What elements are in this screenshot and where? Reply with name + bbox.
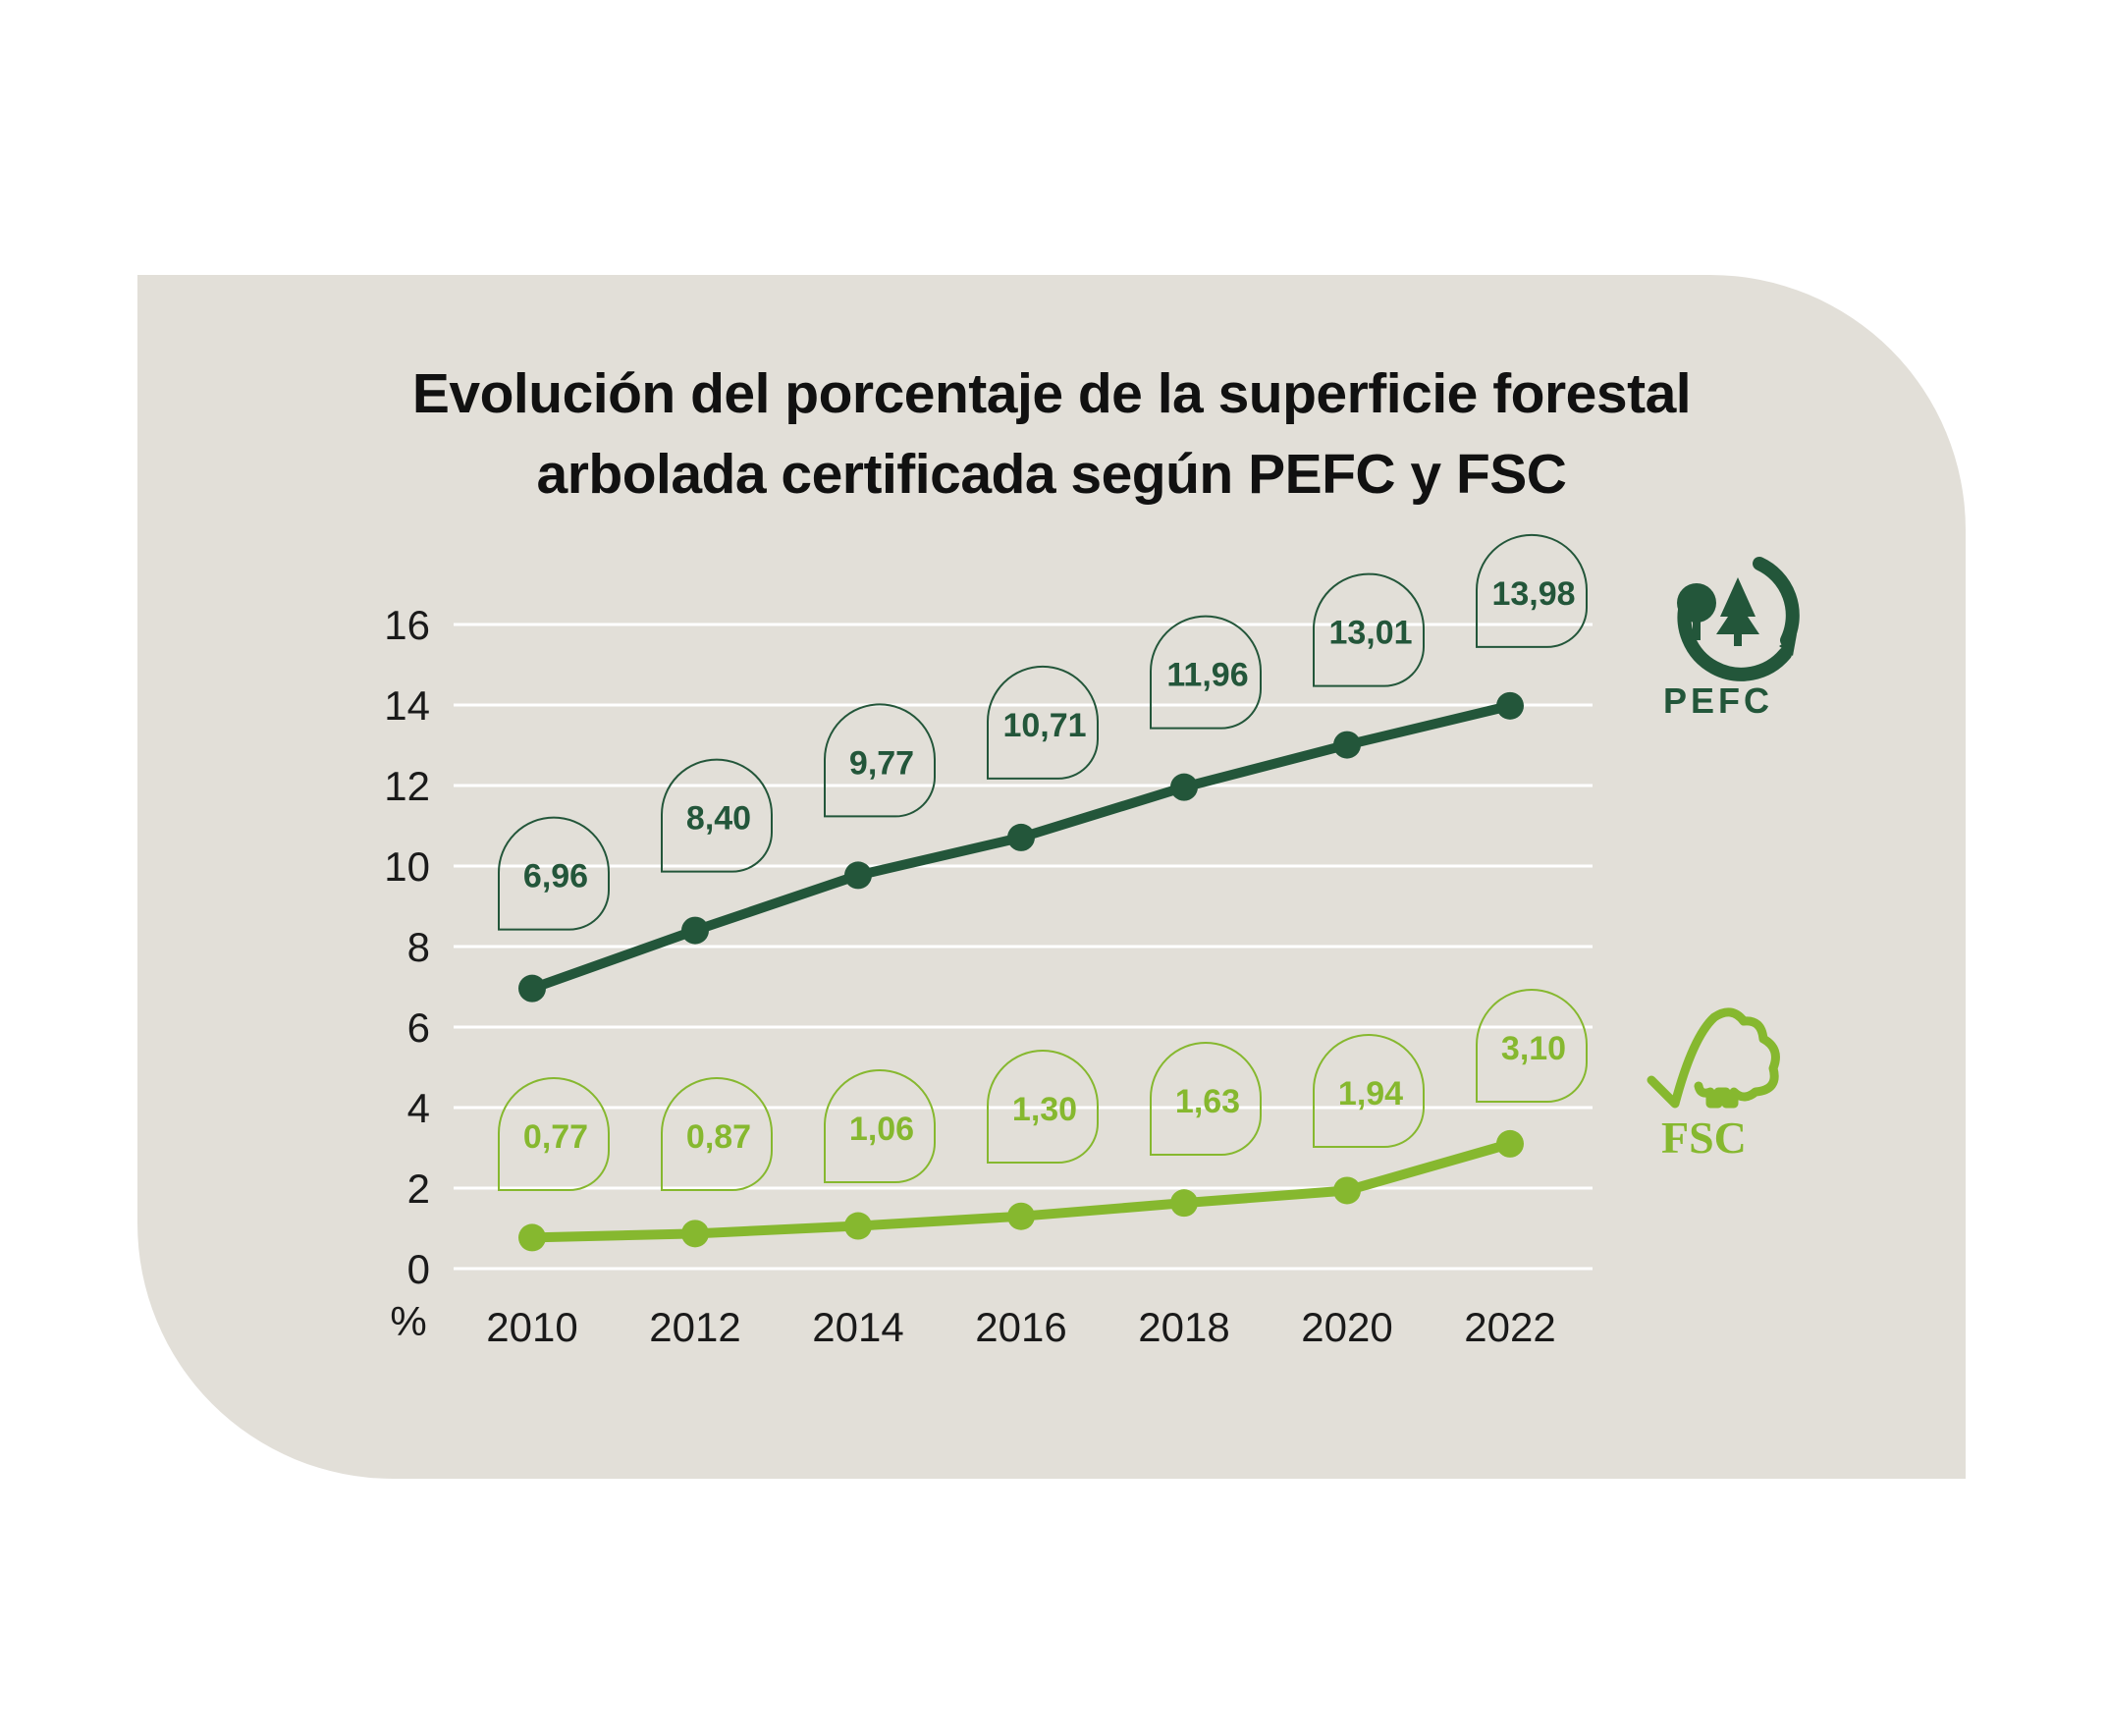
fsc-logo-icon: FSC [1647,1007,1780,1163]
pefc-logo-text: PEFC [1663,680,1773,721]
data-point-fsc [1007,1202,1035,1230]
data-label-fsc: 1,06 [849,1111,914,1148]
y-tick-label: 12 [384,763,430,809]
chart-card [137,275,1966,1479]
pefc-logo: PEFC [1659,556,1807,725]
data-label-fsc: 1,30 [1012,1091,1077,1128]
data-label-fsc: 0,77 [523,1118,588,1156]
data-label-pefc: 6,96 [523,858,588,895]
data-point-pefc [681,916,709,945]
data-point-pefc [1170,773,1198,801]
data-label-pefc: 11,96 [1166,657,1248,694]
data-label-callout [661,1076,773,1191]
data-label-callout [661,758,773,873]
data-label-fsc: 1,63 [1175,1083,1240,1120]
data-label-callout [498,1076,610,1191]
data-label-fsc: 0,87 [686,1118,751,1156]
data-label-callout [987,1049,1099,1164]
pefc-logo-icon: PEFC [1663,557,1800,721]
data-label-pefc: 13,98 [1491,575,1575,613]
data-label-callout [498,816,610,931]
fsc-logo-text: FSC [1661,1112,1747,1163]
y-tick-label: 14 [384,682,430,729]
data-point-pefc [1496,691,1524,720]
data-label-callout [824,1068,936,1183]
data-point-fsc [681,1220,709,1248]
x-tick-label: 2022 [1464,1304,1555,1350]
data-label-pefc: 13,01 [1328,615,1412,652]
y-tick-label: 6 [407,1004,430,1051]
data-point-pefc [1333,731,1361,759]
y-tick-label: 8 [407,924,430,970]
data-label-pefc: 8,40 [686,800,751,838]
fsc-logo: FSC [1642,998,1789,1166]
data-point-fsc [1170,1189,1198,1218]
data-label-pefc: 9,77 [849,744,914,782]
data-label-callout [1150,1041,1262,1156]
chart-title: Evolución del porcentaje de la superfici… [137,353,1966,515]
data-label-callout [1313,1033,1425,1148]
y-tick-label: 2 [407,1166,430,1212]
data-point-pefc [518,974,546,1003]
data-label-callout [987,665,1099,780]
data-point-fsc [1496,1129,1524,1158]
data-label-callout [1150,615,1262,730]
chart-title-line-1: Evolución del porcentaje de la superfici… [411,362,1692,425]
data-label-fsc: 3,10 [1501,1030,1566,1067]
data-point-fsc [844,1212,872,1240]
data-label-pefc: 10,71 [1002,707,1086,744]
y-tick-label: 0 [407,1246,430,1292]
x-tick-label: 2010 [486,1304,577,1350]
y-axis: 0 2 4 6 8 10 12 14 16% [384,602,430,1344]
x-tick-label: 2012 [649,1304,740,1350]
data-point-fsc [1333,1176,1361,1205]
data-label-callout [1313,572,1425,687]
data-label-callout [1476,533,1588,648]
y-tick-label: 10 [384,843,430,890]
chart-title-line-2: arbolada certificada según PEFC y FSC [536,443,1567,506]
x-axis: 2010 2012 2014 2016 2018 2020 2022 [486,1304,1555,1350]
x-tick-label: 2016 [975,1304,1066,1350]
y-tick-label: 4 [407,1085,430,1131]
x-tick-label: 2014 [812,1304,903,1350]
data-label-fsc: 1,94 [1338,1075,1403,1112]
x-tick-label: 2020 [1301,1304,1392,1350]
gridlines [454,623,1593,1271]
x-tick-label: 2018 [1138,1304,1229,1350]
data-point-pefc [1007,823,1035,851]
data-point-pefc [844,861,872,890]
series [518,691,1524,1252]
y-tick-label: 16 [384,602,430,648]
data-label-callout [824,703,936,818]
y-axis-unit-label: % [390,1298,426,1344]
data-label-callout [1476,988,1588,1103]
data-labels: 6,96 8,40 9,77 10,71 11,96 13,01 13,98 0,77 0,87… [498,533,1588,1191]
data-point-fsc [518,1223,546,1252]
